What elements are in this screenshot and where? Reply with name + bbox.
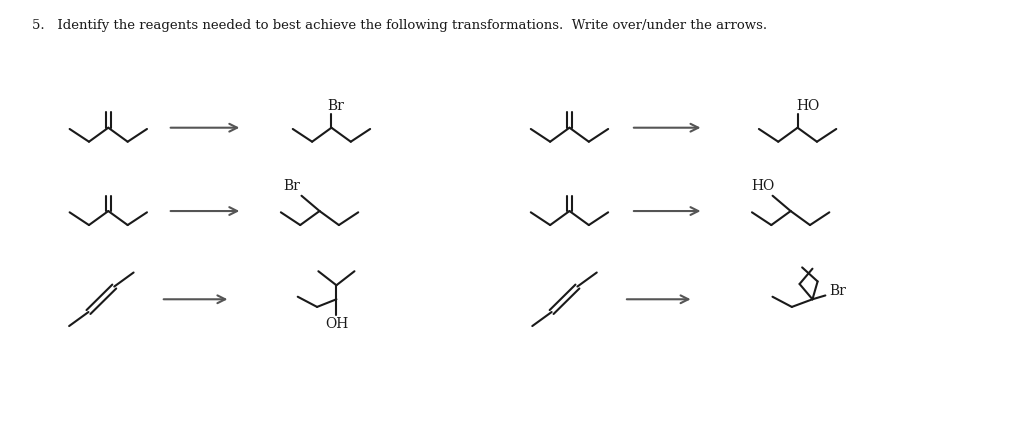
Text: Br: Br [284, 179, 300, 193]
Text: Br: Br [829, 284, 846, 297]
Text: OH: OH [325, 317, 348, 331]
Text: Br: Br [327, 99, 343, 113]
Text: HO: HO [796, 99, 820, 113]
Text: 5.   Identify the reagents needed to best achieve the following transformations.: 5. Identify the reagents needed to best … [32, 19, 767, 32]
Text: HO: HO [751, 179, 774, 193]
